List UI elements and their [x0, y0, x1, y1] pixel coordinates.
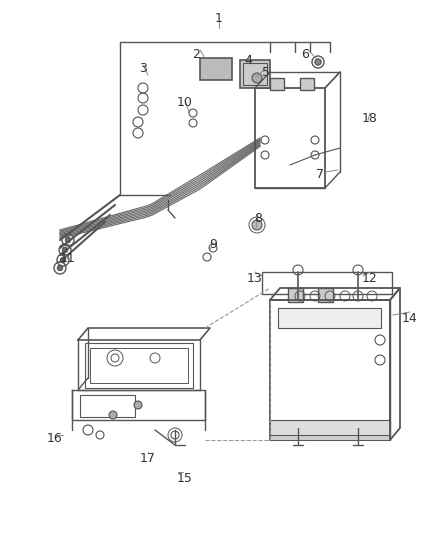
Circle shape — [252, 220, 262, 230]
Text: 13: 13 — [247, 271, 263, 285]
Circle shape — [57, 265, 63, 271]
Text: 15: 15 — [177, 472, 193, 484]
Circle shape — [63, 247, 67, 253]
Text: 18: 18 — [362, 111, 378, 125]
Bar — [270, 420, 390, 435]
Text: 16: 16 — [47, 432, 63, 445]
Text: 12: 12 — [362, 271, 378, 285]
Bar — [300, 78, 314, 90]
Circle shape — [66, 238, 71, 243]
Bar — [270, 78, 284, 90]
Text: 5: 5 — [262, 67, 270, 79]
Circle shape — [109, 411, 117, 419]
Bar — [240, 60, 270, 88]
Text: 9: 9 — [209, 238, 217, 252]
Circle shape — [60, 257, 66, 262]
Text: 4: 4 — [244, 53, 252, 67]
Bar — [243, 63, 267, 85]
Text: 11: 11 — [60, 252, 76, 264]
Bar — [270, 300, 390, 440]
Bar — [270, 435, 390, 440]
Text: 3: 3 — [139, 61, 147, 75]
Text: 17: 17 — [140, 451, 156, 464]
Text: 1: 1 — [215, 12, 223, 25]
Circle shape — [315, 59, 321, 65]
Text: 6: 6 — [301, 49, 309, 61]
Bar — [262, 272, 392, 294]
Text: 7: 7 — [316, 168, 324, 182]
Bar — [288, 288, 303, 302]
Bar — [200, 58, 232, 80]
Bar — [90, 348, 188, 383]
Bar — [80, 395, 135, 417]
Circle shape — [252, 73, 262, 83]
Bar — [85, 343, 193, 388]
Bar — [318, 288, 333, 302]
Text: 10: 10 — [177, 96, 193, 109]
Text: 14: 14 — [402, 311, 418, 325]
Text: 8: 8 — [254, 212, 262, 224]
Circle shape — [134, 401, 142, 409]
Text: 2: 2 — [192, 49, 200, 61]
Bar — [278, 308, 381, 328]
Bar — [255, 88, 325, 188]
